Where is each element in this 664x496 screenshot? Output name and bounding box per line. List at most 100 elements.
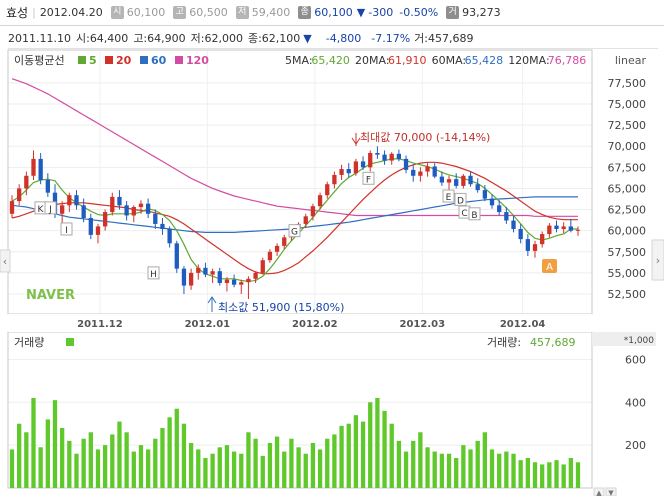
- letter-label: D: [457, 196, 464, 206]
- candle-body: [17, 188, 22, 202]
- letter-box[interactable]: [60, 222, 73, 236]
- candle: [210, 268, 215, 284]
- candle-body: [181, 268, 187, 286]
- candle-body: [81, 205, 86, 218]
- volume-bar: [246, 432, 251, 488]
- volume-bar: [102, 445, 108, 488]
- candle: [375, 146, 380, 159]
- volume-bar: [368, 402, 373, 488]
- volume-bar: [468, 449, 473, 488]
- info-change: -4,800: [325, 31, 362, 45]
- candle-body: [210, 271, 215, 275]
- candle-body: [74, 195, 79, 206]
- letter-box[interactable]: [147, 266, 160, 280]
- price-tick-label: 70,000: [608, 140, 647, 153]
- candle: [446, 175, 452, 191]
- candle: [246, 276, 251, 300]
- legend-label: 5: [89, 54, 97, 67]
- letter-box[interactable]: [442, 189, 455, 203]
- candle: [346, 163, 351, 178]
- candle: [325, 181, 330, 199]
- volume-bar: [289, 438, 294, 488]
- candle: [174, 240, 179, 273]
- letter-label: I: [65, 226, 68, 236]
- candle: [260, 257, 265, 275]
- zoom-in-button[interactable]: [605, 487, 617, 496]
- candle: [317, 192, 323, 210]
- volume-bar: [153, 438, 158, 488]
- candle-body: [95, 226, 101, 235]
- candle-body: [153, 213, 158, 224]
- info-close-label: 종:: [247, 32, 262, 45]
- candle-body: [253, 272, 258, 279]
- scroll-right-button[interactable]: [651, 239, 664, 281]
- letter-box[interactable]: [288, 224, 301, 238]
- volume-bar: [346, 423, 351, 488]
- scale-label[interactable]: linear: [615, 54, 647, 67]
- volume-bar: [317, 449, 323, 488]
- candle: [160, 218, 165, 235]
- candle-body: [231, 279, 237, 285]
- ma-value-label: 5MA:: [285, 54, 313, 67]
- zoom-out-button[interactable]: [593, 487, 605, 496]
- letter-box[interactable]: [44, 201, 57, 215]
- candle: [518, 223, 523, 244]
- candle: [117, 190, 122, 210]
- volume-bar: [267, 443, 273, 488]
- volume-legend-swatch: [66, 338, 74, 346]
- chevron-right-icon: ›: [656, 254, 660, 267]
- min-arrow-icon: [207, 296, 217, 304]
- high-value: 60,500: [189, 6, 228, 19]
- marker-a-badge[interactable]: [542, 259, 557, 273]
- candle-body: [547, 225, 552, 235]
- date-axis-ticks: 2011.12 2012.01 2012.02 2012.03 2012.04: [77, 319, 545, 330]
- volume-bar: [575, 462, 581, 488]
- volume-bar: [540, 464, 545, 488]
- volume-bar: [188, 443, 194, 488]
- candle: [124, 201, 129, 221]
- volume-bar: [303, 453, 308, 488]
- quote-date: 2012.04.20: [39, 6, 103, 19]
- letter-box[interactable]: [362, 171, 375, 185]
- volume-grid: [8, 358, 592, 446]
- candle-body: [368, 152, 373, 168]
- ma-value-label: 60MA:: [432, 54, 467, 67]
- candle: [303, 213, 308, 229]
- info-high-label: 고:: [133, 32, 148, 45]
- volume-bar: [504, 451, 509, 488]
- volume-unit: *1,000: [624, 336, 655, 346]
- candle: [102, 209, 108, 231]
- candle: [131, 205, 136, 223]
- candle: [95, 223, 101, 244]
- date-tick-label: 2012.02: [292, 319, 338, 330]
- price-tick-label: 72,500: [608, 119, 647, 132]
- max-arrow-icon: [351, 137, 361, 145]
- candle: [60, 201, 65, 227]
- candle-body: [468, 175, 473, 185]
- candle: [45, 173, 50, 197]
- volume-axis-ticks: 600 400 200: [625, 353, 646, 452]
- candle: [38, 152, 43, 185]
- letter-box[interactable]: [454, 192, 467, 206]
- price-tick-label: 57,500: [608, 246, 647, 259]
- volume-bar: [547, 462, 552, 488]
- volume-value: 457,689: [530, 336, 576, 349]
- legend-swatch: [140, 56, 148, 64]
- candle-body: [167, 228, 172, 244]
- volume-bar: [554, 460, 559, 488]
- candle-body: [346, 169, 351, 174]
- letter-box[interactable]: [468, 207, 481, 221]
- candle: [511, 215, 516, 233]
- candle-body: [203, 267, 208, 275]
- candle-body: [110, 196, 115, 213]
- candle: [138, 200, 144, 214]
- price-tick-label: 75,000: [608, 98, 647, 111]
- volume-bar: [167, 417, 172, 488]
- volume-bar: [224, 445, 230, 488]
- volume-bar: [454, 458, 459, 488]
- volume-bar: [181, 423, 187, 488]
- candle-body: [411, 169, 416, 176]
- candle-body: [267, 251, 273, 261]
- scroll-left-button[interactable]: [0, 249, 11, 273]
